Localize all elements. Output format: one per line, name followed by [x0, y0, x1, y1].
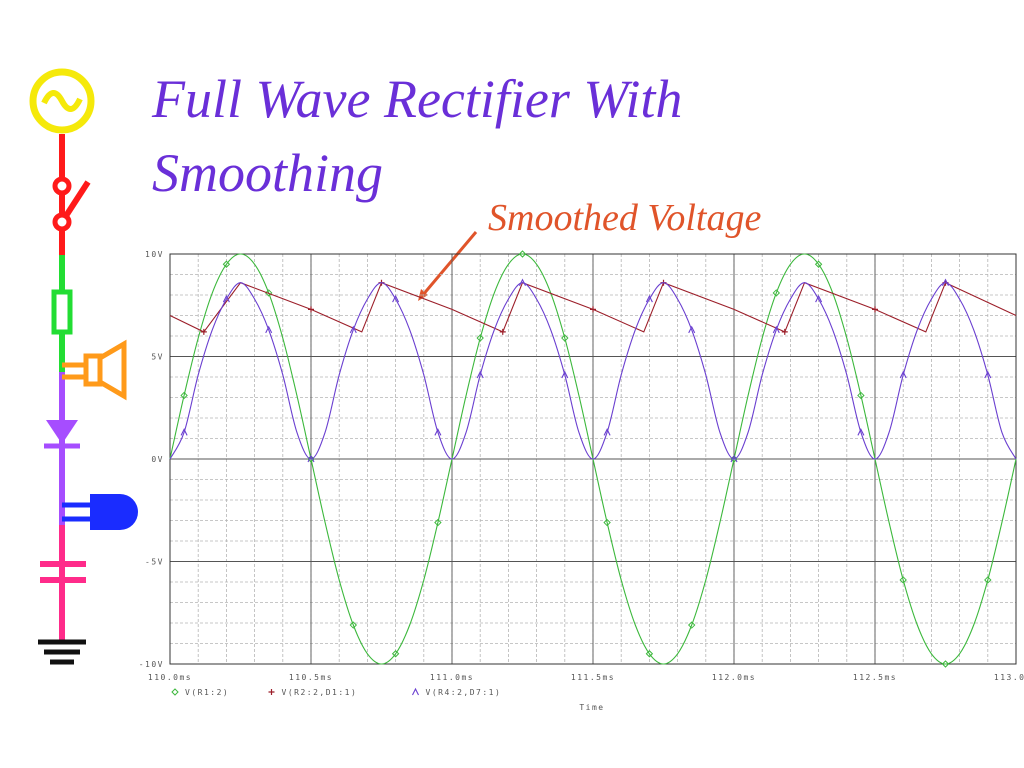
data-point: [268, 689, 275, 695]
x-axis-label: Time: [579, 703, 604, 712]
y-tick-label: -10V: [139, 660, 164, 669]
capacitor-icon: [40, 561, 86, 583]
legend-item: V(R4:2,D7:1): [412, 687, 502, 697]
legend-label: V(R1:2): [185, 688, 229, 697]
legend-label: V(R2:2,D1:1): [282, 688, 358, 697]
data-point: [781, 328, 788, 335]
data-point: [561, 370, 569, 379]
data-point: [307, 454, 315, 463]
series-line: [169, 282, 1017, 460]
legend-item: V(R1:2): [171, 688, 229, 697]
data-point: [412, 687, 419, 696]
data-point: [200, 328, 207, 335]
data-point: [265, 325, 273, 334]
data-point: [941, 660, 950, 668]
x-tick-label: 111.0ms: [430, 673, 474, 682]
x-tick-label: 112.5ms: [853, 673, 897, 682]
data-point: [857, 428, 865, 436]
callout-label: Smoothed Voltage: [488, 197, 762, 239]
data-point: [222, 294, 230, 303]
data-point: [519, 278, 526, 286]
data-point: [815, 294, 823, 303]
data-point: [730, 454, 738, 463]
data-point: [772, 325, 780, 334]
x-tick-label: 110.5ms: [289, 673, 333, 682]
data-point: [180, 391, 188, 400]
data-point: [857, 391, 865, 400]
fuse-icon: [51, 289, 73, 335]
data-point: [308, 306, 314, 313]
data-point: [392, 294, 400, 303]
ground-icon: [38, 639, 86, 665]
data-point: [561, 334, 569, 342]
x-tick-label: 111.5ms: [571, 673, 615, 682]
data-point: [476, 334, 484, 342]
series-3: [169, 278, 1017, 463]
y-tick-label: 0V: [151, 455, 164, 464]
data-point: [349, 621, 358, 629]
data-point: [942, 278, 949, 286]
data-point: [171, 688, 179, 696]
data-point: [899, 576, 907, 584]
legend-item: V(R2:2,D1:1): [268, 688, 358, 697]
data-point: [499, 328, 506, 335]
y-tick-label: 5V: [151, 353, 164, 362]
buzzer-icon: [62, 494, 138, 530]
data-point: [476, 370, 484, 379]
switch-icon: [52, 176, 91, 232]
data-point: [814, 260, 823, 268]
data-point: [688, 325, 696, 334]
data-point: [590, 306, 596, 313]
data-point: [899, 370, 907, 379]
data-point: [518, 250, 527, 258]
data-point: [603, 518, 611, 527]
data-point: [687, 621, 696, 629]
series: [169, 250, 1017, 668]
y-tick-label: -5V: [145, 558, 164, 567]
callout-arrow: [420, 231, 478, 297]
data-point: [984, 576, 992, 584]
data-point: [391, 650, 400, 658]
x-tick-label: 113.0ms: [994, 673, 1024, 682]
diode-icon: [44, 420, 80, 449]
data-point: [603, 428, 611, 436]
x-tick-label: 112.0ms: [712, 673, 756, 682]
data-point: [264, 289, 273, 297]
legend-label: V(R4:2,D7:1): [426, 688, 502, 697]
data-point: [872, 306, 878, 313]
data-point: [180, 428, 188, 436]
ac-source-icon: [29, 68, 95, 134]
data-point: [434, 428, 442, 436]
data-point: [772, 289, 781, 297]
data-point: [222, 260, 231, 268]
data-point: [984, 370, 992, 379]
y-tick-label: 10V: [145, 250, 164, 259]
data-point: [645, 650, 654, 658]
axes: 10V 5V 0V -5V -10V 110.0ms 110.5ms 111.0ms 111.5…: [139, 250, 1024, 682]
slide-title: Full Wave Rectifier With Smoothing: [152, 69, 683, 203]
data-point: [434, 518, 442, 527]
circuit-decoration: [29, 68, 138, 665]
legend: V(R1:2) V(R2:2,D1:1) V(R4:2,D7:1): [171, 687, 502, 697]
x-tick-label: 110.0ms: [148, 673, 192, 682]
speaker-icon: [62, 339, 127, 401]
data-point: [645, 294, 653, 303]
data-point: [349, 325, 357, 334]
